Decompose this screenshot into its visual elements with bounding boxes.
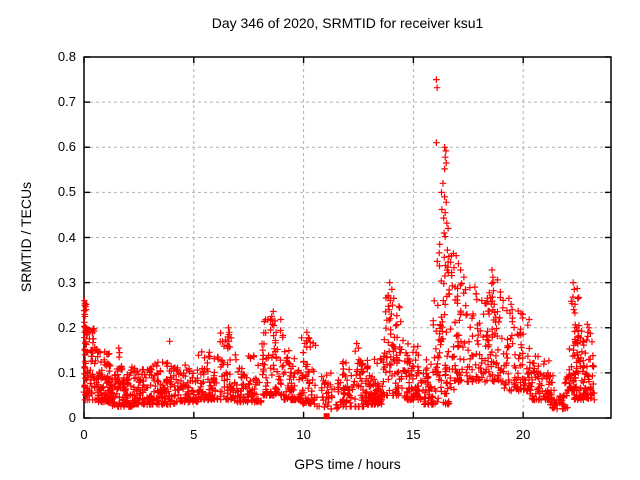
chart-title: Day 346 of 2020, SRMTID for receiver ksu… — [211, 15, 484, 31]
x-tick-label: 15 — [406, 427, 421, 442]
y-tick-label: 0.3 — [57, 274, 76, 290]
x-tick-label: 20 — [515, 427, 531, 442]
y-tick-label: 0.5 — [57, 184, 76, 200]
square-marker — [323, 413, 330, 420]
y-tick-label: 0 — [68, 410, 76, 425]
x-tick-label: 0 — [80, 427, 88, 442]
x-tick-label: 5 — [190, 427, 198, 442]
y-tick-label: 0.1 — [57, 364, 76, 380]
grid-lines — [84, 57, 611, 418]
plot-frame — [83, 56, 612, 419]
y-tick-label: 0.6 — [57, 139, 76, 155]
x-axis-label: GPS time / hours — [294, 456, 401, 472]
y-tick-label: 0.4 — [57, 229, 76, 245]
x-tick-label: 10 — [296, 427, 311, 442]
y-tick-label: 0.7 — [57, 94, 76, 110]
scatter-points — [80, 76, 598, 420]
y-tick-label: 0.8 — [57, 49, 76, 64]
y-tick-label: 0.2 — [57, 319, 76, 335]
